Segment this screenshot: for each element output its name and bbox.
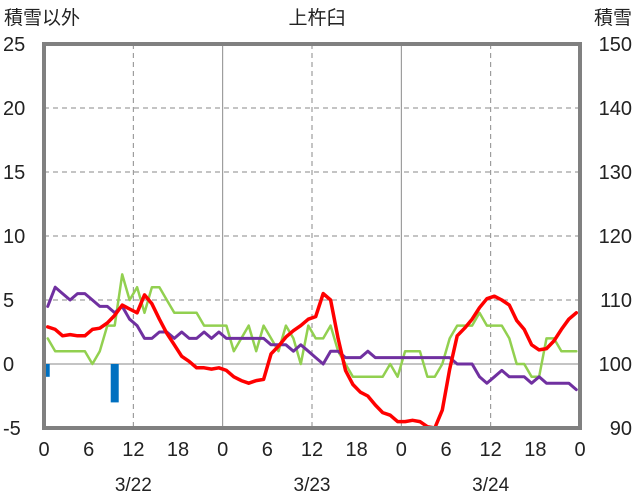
date-labels: 3/22 3/23 3/24: [115, 475, 510, 496]
x-tick-label: 12: [122, 439, 144, 461]
x-tick-label: 18: [167, 439, 189, 461]
left-tick-label: 15: [3, 162, 25, 184]
right-tick-label: 150: [599, 34, 632, 56]
date-label: 3/22: [115, 475, 152, 496]
precipitation-bars: [45, 364, 119, 403]
left-tick-labels: 25 20 15 10 5 0 -5: [3, 34, 25, 440]
temperature-series-line: [45, 291, 579, 430]
x-tick-label: 6: [262, 439, 273, 461]
snow_depth-series-line: [46, 273, 578, 379]
left-tick-label: 0: [3, 354, 14, 376]
left-tick-label: 20: [3, 98, 25, 120]
date-label: 3/24: [472, 475, 509, 496]
x-tick-labels: 0 6 12 18 0 6 12 18 0 6 12 18 0: [38, 439, 585, 461]
date-label: 3/23: [294, 475, 331, 496]
x-tick-label: 6: [440, 439, 451, 461]
left-tick-label: 10: [3, 226, 25, 248]
wind-series-line: [46, 285, 578, 392]
left-tick-label: 25: [3, 34, 25, 56]
precipitation-bar: [45, 364, 50, 377]
right-axis-label: 積雪: [594, 7, 632, 29]
x-tick-label: 12: [301, 439, 323, 461]
chart-title: 上杵臼: [288, 7, 345, 29]
right-tick-label: 130: [599, 162, 632, 184]
right-tick-labels: 150 140 130 120 110 100 90: [599, 34, 632, 440]
series-lines: [45, 273, 579, 430]
left-tick-label: 5: [3, 290, 14, 312]
x-tick-label: 0: [396, 439, 407, 461]
x-tick-label: 6: [83, 439, 94, 461]
grid: [44, 44, 580, 428]
x-tick-label: 18: [346, 439, 368, 461]
x-tick-label: 0: [574, 439, 585, 461]
x-tick-label: 0: [38, 439, 49, 461]
left-axis-label: 積雪以外: [4, 7, 80, 29]
precipitation-bar: [110, 364, 119, 403]
right-tick-label: 100: [599, 354, 632, 376]
plot-frame: [42, 42, 582, 430]
right-tick-label: 140: [599, 98, 632, 120]
right-tick-label: 120: [599, 226, 632, 248]
x-tick-label: 12: [480, 439, 502, 461]
x-tick-label: 18: [524, 439, 546, 461]
right-tick-label: 110: [600, 290, 632, 312]
left-tick-label: -5: [3, 418, 21, 440]
x-tick-label: 0: [217, 439, 228, 461]
right-tick-label: 90: [610, 418, 632, 440]
